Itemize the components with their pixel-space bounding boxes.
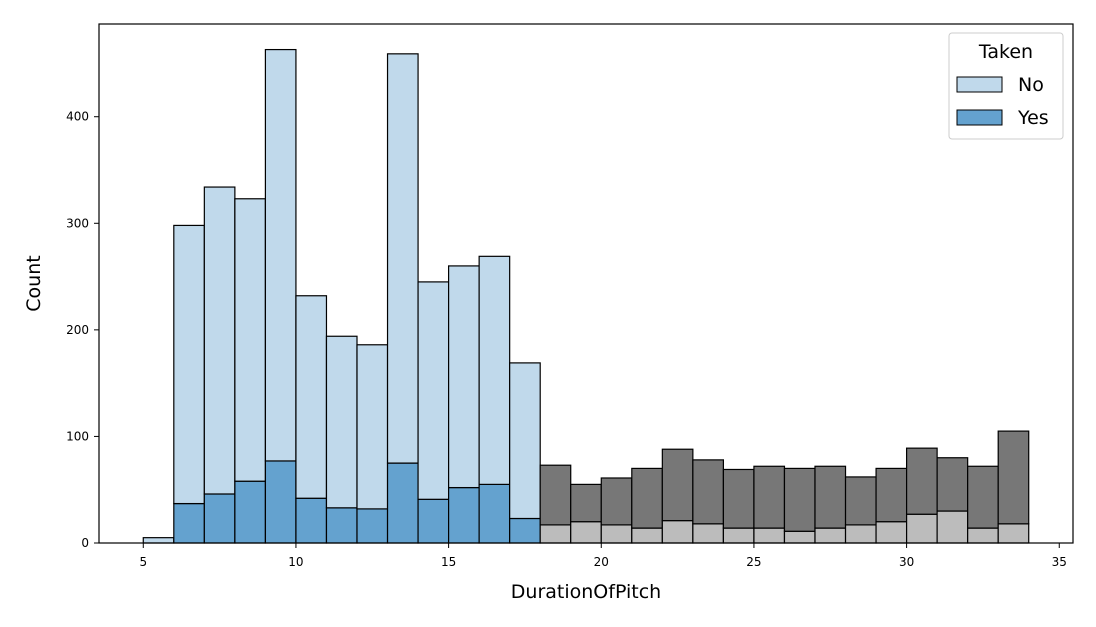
bar-yes-16 — [478, 483, 511, 544]
bars-group — [142, 48, 1030, 544]
x-axis-label: DurationOfPitch — [511, 581, 661, 603]
bar-yes-18 — [539, 524, 572, 544]
x-tick-label: 15 — [441, 555, 456, 569]
bar-no-6 — [173, 224, 205, 505]
bar-no-16 — [478, 255, 511, 485]
legend-title: Taken — [978, 41, 1033, 63]
bar-no-22 — [661, 448, 694, 522]
bar-no-15 — [448, 265, 480, 489]
bar-yes-13 — [386, 462, 419, 544]
bar-yes-28 — [844, 524, 877, 544]
bar-no-14 — [417, 281, 450, 500]
bar-yes-30 — [905, 513, 938, 544]
bar-no-30 — [905, 447, 938, 515]
legend-label-no: No — [1018, 74, 1044, 96]
x-tick-label: 5 — [139, 555, 147, 569]
bar-yes-6 — [173, 502, 205, 544]
bar-yes-17 — [509, 517, 541, 544]
y-tick-label: 100 — [66, 429, 89, 443]
bar-no-21 — [631, 467, 663, 529]
bar-no-20 — [600, 477, 633, 526]
bar-no-29 — [875, 467, 908, 523]
bar-no-25 — [753, 465, 786, 529]
y-tick-label: 200 — [66, 323, 89, 337]
x-tick-label: 20 — [594, 555, 609, 569]
y-axis: 0 100 200 300 400 — [66, 110, 99, 550]
bar-no-10 — [295, 295, 328, 499]
bar-no-17 — [509, 362, 541, 520]
bar-no-26 — [783, 467, 816, 532]
legend-swatch-yes — [956, 109, 1003, 126]
bar-no-27 — [814, 465, 847, 529]
plot-frame — [98, 23, 1074, 544]
bar-yes-15 — [448, 486, 480, 544]
bar-no-18 — [539, 464, 572, 526]
bar-no-32 — [967, 465, 999, 529]
bar-no-9 — [264, 48, 297, 462]
bar-yes-22 — [661, 520, 694, 544]
bar-no-28 — [844, 476, 877, 526]
bar-no-5 — [142, 537, 175, 544]
bar-no-23 — [692, 459, 724, 525]
bar-no-33 — [997, 430, 1030, 525]
legend-label-yes: Yes — [1017, 107, 1049, 129]
bar-yes-7 — [203, 493, 236, 544]
bar-yes-9 — [264, 460, 297, 544]
y-tick-label: 400 — [66, 110, 89, 124]
bar-no-19 — [570, 483, 602, 523]
bar-yes-24 — [722, 527, 755, 544]
legend: Taken No Yes — [948, 32, 1064, 140]
bar-yes-25 — [753, 527, 786, 544]
x-axis: 5 10 15 20 25 30 35 — [139, 543, 1067, 569]
bar-yes-32 — [967, 527, 999, 544]
bar-yes-29 — [875, 521, 908, 544]
x-tick-label: 25 — [746, 555, 761, 569]
bar-yes-26 — [783, 530, 816, 544]
bar-yes-21 — [631, 527, 663, 544]
y-tick-label: 300 — [66, 216, 89, 230]
bar-yes-23 — [692, 523, 724, 544]
x-tick-label: 35 — [1052, 555, 1067, 569]
y-tick-label: 0 — [81, 536, 89, 550]
bar-yes-11 — [325, 507, 358, 544]
bar-no-7 — [203, 186, 236, 495]
bar-yes-33 — [997, 523, 1030, 544]
bar-yes-31 — [936, 510, 969, 544]
bar-no-24 — [722, 468, 755, 529]
bar-no-12 — [356, 344, 389, 510]
bar-yes-12 — [356, 508, 389, 544]
x-tick-label: 10 — [288, 555, 303, 569]
bar-yes-20 — [600, 524, 633, 544]
bar-no-31 — [936, 457, 969, 512]
bar-yes-8 — [234, 480, 267, 544]
x-tick-label: 30 — [899, 555, 914, 569]
bar-yes-27 — [814, 527, 847, 544]
bar-no-8 — [234, 198, 267, 482]
bar-yes-14 — [417, 498, 450, 544]
bar-yes-19 — [570, 521, 602, 544]
legend-swatch-no — [956, 76, 1003, 93]
bar-no-13 — [386, 53, 419, 464]
y-axis-label: Count — [23, 255, 45, 311]
bar-no-11 — [325, 335, 358, 509]
bar-yes-10 — [295, 497, 328, 544]
